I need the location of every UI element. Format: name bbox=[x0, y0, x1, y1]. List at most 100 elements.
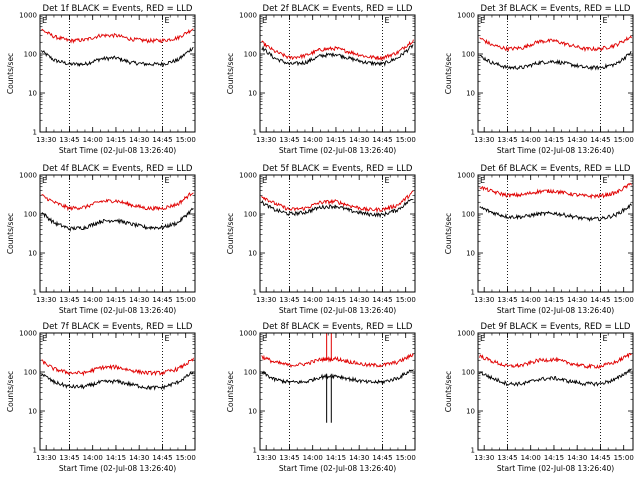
x-tick-label: 13:45 bbox=[279, 296, 299, 304]
y-tick-label: 10 bbox=[248, 90, 257, 98]
chart-title: Det 4f BLACK = Events, RED = LLD bbox=[43, 164, 193, 174]
y-tick-label: 10 bbox=[248, 408, 257, 416]
x-tick-label: 14:00 bbox=[521, 454, 541, 462]
x-tick-label: 14:45 bbox=[590, 296, 610, 304]
y-tick-label: 10 bbox=[466, 90, 475, 98]
x-tick-label: 14:45 bbox=[152, 454, 172, 462]
y-tick-label: 1 bbox=[471, 289, 475, 297]
series-line bbox=[41, 371, 194, 391]
series-line bbox=[479, 51, 632, 71]
x-tick-label: 15:00 bbox=[396, 454, 416, 462]
series-line bbox=[479, 352, 632, 370]
y-tick-label: 1000 bbox=[19, 172, 37, 180]
series-line bbox=[261, 198, 414, 219]
y-axis-label: Counts/sec bbox=[226, 53, 235, 94]
corner-mark: E bbox=[262, 176, 267, 185]
chart-panel: Det 4f BLACK = Events, RED = LLD Counts/s… bbox=[6, 164, 196, 315]
x-tick-label: 13:45 bbox=[59, 296, 79, 304]
series-line bbox=[41, 192, 194, 212]
x-tick-label: 15:00 bbox=[396, 136, 416, 144]
x-tick-label: 13:45 bbox=[497, 296, 517, 304]
x-tick-label: 14:45 bbox=[590, 454, 610, 462]
event-marker-label: E bbox=[602, 334, 607, 343]
x-tick-label: 13:45 bbox=[59, 454, 79, 462]
event-marker-label: E bbox=[164, 334, 169, 343]
x-tick-label: 14:30 bbox=[349, 454, 369, 462]
chart-title: Det 7f BLACK = Events, RED = LLD bbox=[43, 322, 193, 332]
x-tick-label: 13:45 bbox=[497, 136, 517, 144]
series-line bbox=[261, 369, 414, 386]
x-tick-label: 14:15 bbox=[106, 136, 126, 144]
y-tick-label: 10 bbox=[466, 408, 475, 416]
x-tick-label: 14:30 bbox=[129, 136, 149, 144]
x-tick-label: 14:45 bbox=[372, 136, 392, 144]
x-tick-label: 14:15 bbox=[106, 454, 126, 462]
x-axis-label: Start Time (02-Jul-08 13:26:40) bbox=[497, 306, 614, 315]
series-line bbox=[261, 353, 414, 369]
chart-panel: Det 2f BLACK = Events, RED = LLD Counts/s… bbox=[226, 4, 416, 155]
corner-mark: E bbox=[42, 176, 47, 185]
y-tick-label: 100 bbox=[462, 211, 475, 219]
x-tick-label: 14:00 bbox=[521, 136, 541, 144]
x-axis-label: Start Time (02-Jul-08 13:26:40) bbox=[279, 464, 396, 473]
x-axis-label: Start Time (02-Jul-08 13:26:40) bbox=[497, 464, 614, 473]
x-tick-label: 15:00 bbox=[614, 296, 634, 304]
chart-panel: Det 8f BLACK = Events, RED = LLD Counts/s… bbox=[226, 322, 416, 473]
x-tick-label: 13:30 bbox=[256, 136, 276, 144]
corner-mark: E bbox=[480, 176, 485, 185]
x-tick-label: 15:00 bbox=[614, 136, 634, 144]
x-tick-label: 14:45 bbox=[372, 296, 392, 304]
chart-panel: Det 1f BLACK = Events, RED = LLD Counts/s… bbox=[6, 4, 196, 155]
x-tick-label: 14:30 bbox=[349, 296, 369, 304]
plot-frame bbox=[477, 14, 634, 133]
series-line bbox=[41, 28, 194, 44]
y-tick-label: 1 bbox=[33, 447, 37, 455]
y-tick-label: 1 bbox=[253, 129, 257, 137]
chart-title: Det 9f BLACK = Events, RED = LLD bbox=[481, 322, 631, 332]
y-tick-label: 100 bbox=[462, 51, 475, 59]
series-line bbox=[479, 182, 632, 200]
y-axis-label: Counts/sec bbox=[226, 371, 235, 412]
series-line bbox=[479, 203, 632, 222]
x-axis-label: Start Time (02-Jul-08 13:26:40) bbox=[279, 306, 396, 315]
y-tick-label: 100 bbox=[24, 211, 37, 219]
corner-mark: E bbox=[262, 334, 267, 343]
series-line bbox=[479, 35, 632, 53]
x-tick-label: 15:00 bbox=[614, 454, 634, 462]
y-tick-label: 100 bbox=[244, 369, 257, 377]
y-tick-label: 100 bbox=[24, 369, 37, 377]
x-tick-label: 15:00 bbox=[396, 296, 416, 304]
y-tick-label: 100 bbox=[244, 51, 257, 59]
corner-mark: E bbox=[480, 334, 485, 343]
x-tick-label: 13:30 bbox=[36, 454, 56, 462]
y-tick-label: 1000 bbox=[239, 172, 257, 180]
x-tick-label: 14:30 bbox=[567, 454, 587, 462]
plot-frame bbox=[39, 332, 196, 451]
plot-frame bbox=[259, 174, 416, 293]
y-tick-label: 1 bbox=[253, 447, 257, 455]
y-tick-label: 10 bbox=[248, 250, 257, 258]
x-tick-label: 14:00 bbox=[83, 454, 103, 462]
y-tick-label: 100 bbox=[24, 51, 37, 59]
y-axis-label: Counts/sec bbox=[6, 213, 15, 254]
plot-frame bbox=[39, 174, 196, 293]
y-tick-label: 10 bbox=[28, 408, 37, 416]
x-tick-label: 14:15 bbox=[544, 136, 564, 144]
x-tick-label: 13:30 bbox=[256, 296, 276, 304]
x-axis-label: Start Time (02-Jul-08 13:26:40) bbox=[279, 146, 396, 155]
y-tick-label: 1000 bbox=[239, 12, 257, 20]
y-tick-label: 10 bbox=[28, 250, 37, 258]
chart-panel: Det 5f BLACK = Events, RED = LLD Counts/s… bbox=[226, 164, 416, 315]
plot-frame bbox=[477, 332, 634, 451]
series-line bbox=[261, 44, 414, 67]
chart-panel: Det 7f BLACK = Events, RED = LLD Counts/s… bbox=[6, 322, 196, 473]
x-tick-label: 13:30 bbox=[36, 136, 56, 144]
corner-mark: E bbox=[42, 334, 47, 343]
y-tick-label: 1000 bbox=[457, 172, 475, 180]
x-tick-label: 13:30 bbox=[474, 454, 494, 462]
series-line bbox=[261, 190, 414, 214]
x-tick-label: 15:00 bbox=[176, 296, 196, 304]
series-line bbox=[479, 368, 632, 387]
x-tick-label: 13:30 bbox=[256, 454, 276, 462]
corner-mark: E bbox=[42, 16, 47, 25]
